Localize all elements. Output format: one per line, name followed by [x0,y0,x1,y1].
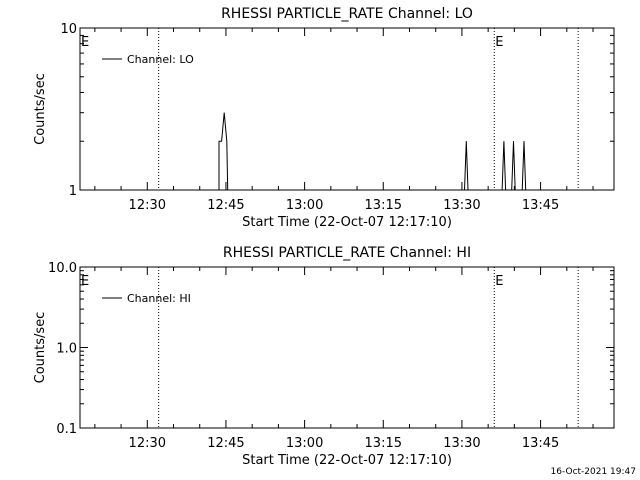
x-tick-label: 13:00 [286,198,323,213]
footer-timestamp: 16-Oct-2021 19:47 [551,467,636,477]
marker-label: E [495,274,503,289]
y-tick-label: 1 [69,184,77,199]
x-tick-label: 12:30 [129,198,166,213]
x-tick-label: 13:45 [522,436,559,451]
series-line-1 [218,112,527,191]
corner-label: E [81,274,89,289]
x-tick-label: 12:45 [207,198,244,213]
y-axis-label: Counts/sec [33,312,48,384]
x-tick-label: 12:45 [207,436,244,451]
x-tick-label: 13:30 [443,436,480,451]
chart-title: RHESSI PARTICLE_RATE Channel: HI [223,245,471,261]
x-tick-label: 13:15 [365,198,402,213]
chart-title: RHESSI PARTICLE_RATE Channel: LO [221,6,473,22]
corner-label: E [81,35,89,50]
y-tick-label: 10.0 [48,261,77,276]
y-tick-label: 10 [60,22,77,37]
y-tick-label: 0.1 [56,422,77,437]
marker-label: E [495,35,503,50]
x-tick-label: 13:00 [286,436,323,451]
x-tick-label: 12:30 [129,436,166,451]
x-tick-label: 13:45 [522,198,559,213]
x-tick-label: 13:15 [365,436,402,451]
legend-entry: Channel: LO [127,53,194,66]
y-tick-label: 1.0 [56,342,77,357]
y-axis-label: Counts/sec [33,73,48,145]
x-axis-label: Start Time (22-Oct-07 12:17:10) [242,453,452,468]
x-tick-label: 13:30 [443,198,480,213]
legend-entry: Channel: HI [127,292,191,305]
x-axis-label: Start Time (22-Oct-07 12:17:10) [242,215,452,230]
